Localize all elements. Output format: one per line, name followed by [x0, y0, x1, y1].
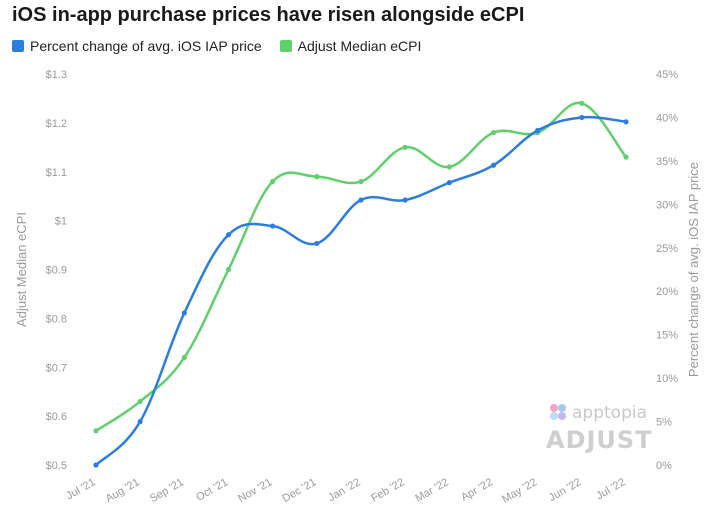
- chart-legend: Percent change of avg. iOS IAP price Adj…: [12, 38, 421, 54]
- left-tick-label: $0.7: [46, 362, 67, 374]
- data-point-iap-price[interactable]: [181, 310, 187, 316]
- x-tick-label: Mar '22: [413, 476, 450, 505]
- data-point-ecpi[interactable]: [181, 354, 187, 361]
- watermark: apptopia ADJUST: [546, 403, 653, 454]
- legend-label-ecpi: Adjust Median eCPI: [297, 38, 422, 54]
- data-point-ecpi[interactable]: [137, 398, 143, 405]
- legend-swatch-green: [279, 40, 292, 52]
- data-point-iap-price[interactable]: [446, 180, 452, 186]
- left-tick-label: $0.9: [46, 265, 67, 277]
- right-tick-label: 40%: [656, 112, 678, 124]
- legend-swatch-blue: [12, 40, 24, 52]
- right-tick-label: 25%: [656, 243, 678, 255]
- data-point-ecpi[interactable]: [402, 144, 408, 150]
- right-tick-label: 0%: [656, 460, 672, 472]
- data-point-ecpi[interactable]: [579, 100, 585, 106]
- left-tick-label: $0.5: [46, 460, 67, 472]
- data-point-iap-price[interactable]: [314, 240, 320, 247]
- data-point-iap-price[interactable]: [490, 162, 497, 168]
- series-layer: [93, 100, 629, 468]
- left-tick-label: $1.3: [46, 69, 67, 81]
- left-tick-label: $1: [55, 216, 67, 228]
- data-point-ecpi[interactable]: [93, 428, 99, 434]
- series-line-iap-price: [94, 115, 628, 467]
- left-tick-label: $1.1: [46, 167, 67, 179]
- left-tick-label: $0.8: [46, 313, 67, 325]
- x-tick-label: Apr '22: [459, 476, 495, 504]
- right-tick-label: 30%: [656, 199, 678, 211]
- legend-item-iap[interactable]: Percent change of avg. iOS IAP price: [12, 38, 262, 54]
- right-tick-label: 10%: [656, 373, 678, 385]
- x-tick-label: Jan '22: [326, 476, 362, 504]
- right-tick-label: 20%: [656, 286, 678, 298]
- data-point-iap-price[interactable]: [137, 418, 143, 425]
- x-tick-label: Jul '21: [64, 476, 97, 502]
- data-point-iap-price[interactable]: [225, 232, 232, 238]
- data-point-ecpi[interactable]: [225, 266, 232, 273]
- data-point-iap-price[interactable]: [579, 114, 585, 121]
- data-point-ecpi[interactable]: [314, 174, 320, 180]
- right-axis-label: Percent change of avg. iOS IAP price: [686, 162, 701, 377]
- left-axis-ticks: $0.5 $0.6 $0.7 $0.8 $0.9 $1 $1.1 $1.2 $1.3: [46, 69, 67, 472]
- adjust-watermark: ADJUST: [546, 426, 653, 454]
- x-tick-label: Feb '22: [369, 476, 406, 505]
- left-tick-label: $1.2: [46, 118, 67, 130]
- right-tick-label: 45%: [656, 69, 678, 81]
- series-line-ecpi: [94, 101, 628, 433]
- apptopia-logo-icon: [550, 404, 566, 420]
- x-tick-label: Sep '21: [148, 476, 186, 505]
- x-tick-label: Aug '21: [104, 476, 142, 505]
- right-tick-label: 15%: [656, 330, 678, 342]
- x-tick-label: Jul '22: [594, 476, 627, 502]
- right-tick-label: 35%: [656, 156, 678, 168]
- data-point-iap-price[interactable]: [358, 197, 364, 203]
- apptopia-watermark: apptopia: [572, 403, 647, 423]
- data-point-ecpi[interactable]: [358, 178, 364, 185]
- left-tick-label: $0.6: [46, 411, 67, 423]
- right-axis-ticks: 0% 5% 10% 15% 20% 25% 30% 35% 40% 45%: [656, 69, 678, 472]
- legend-label-iap: Percent change of avg. iOS IAP price: [30, 38, 262, 54]
- data-point-iap-price[interactable]: [535, 127, 541, 134]
- right-tick-label: 5%: [656, 417, 672, 429]
- data-point-iap-price[interactable]: [93, 462, 99, 468]
- x-tick-label: May '22: [500, 476, 539, 505]
- data-point-iap-price[interactable]: [270, 223, 276, 229]
- data-point-ecpi[interactable]: [446, 164, 452, 170]
- x-tick-label: Jun '22: [547, 476, 583, 504]
- x-tick-label: Dec '21: [280, 476, 318, 505]
- left-axis-label: Adjust Median eCPI: [14, 212, 29, 327]
- data-point-ecpi[interactable]: [270, 178, 276, 185]
- x-axis-ticks: Jul '21 Aug '21 Sep '21 Oct '21 Nov '21 Dec '…: [64, 476, 627, 505]
- x-tick-label: Oct '21: [194, 476, 230, 504]
- data-point-ecpi[interactable]: [623, 154, 629, 160]
- data-point-ecpi[interactable]: [490, 130, 497, 136]
- data-point-iap-price[interactable]: [402, 197, 408, 203]
- chart-title: iOS in-app purchase prices have risen al…: [12, 4, 525, 26]
- x-tick-label: Nov '21: [236, 476, 274, 505]
- data-point-iap-price[interactable]: [623, 119, 629, 125]
- legend-item-ecpi[interactable]: Adjust Median eCPI: [279, 38, 422, 54]
